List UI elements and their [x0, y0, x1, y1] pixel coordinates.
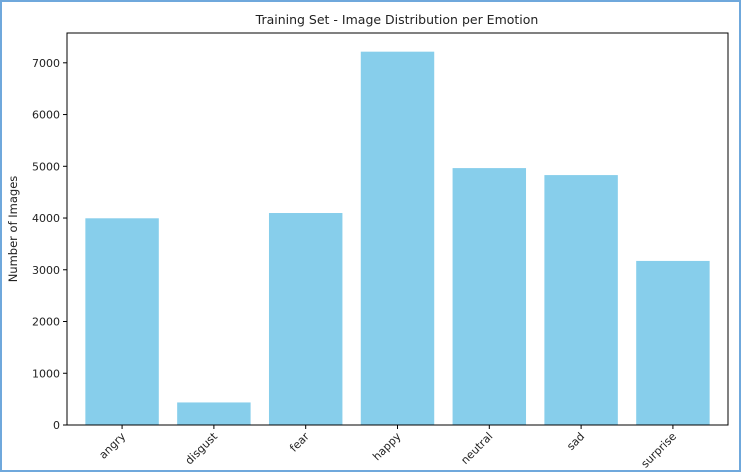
x-tick-label-surprise: surprise	[639, 430, 680, 471]
bar-angry	[85, 218, 159, 425]
x-tick-label-fear: fear	[287, 430, 312, 455]
y-tick-label: 7000	[32, 57, 60, 70]
x-tick-label-sad: sad	[564, 430, 587, 453]
bar-surprise	[636, 260, 710, 425]
y-axis-label: Number of Images	[6, 176, 20, 283]
x-tick-label-happy: happy	[370, 430, 404, 464]
bar-happy	[360, 51, 435, 425]
bar-disgust	[177, 402, 251, 425]
bar-neutral	[452, 168, 527, 426]
y-tick-label: 2000	[32, 316, 60, 329]
y-tick-label: 5000	[32, 160, 60, 173]
x-tick-label-disgust: disgust	[183, 429, 221, 467]
bar-fear	[268, 213, 343, 425]
y-tick-label: 4000	[32, 212, 60, 225]
x-tick-label-neutral: neutral	[458, 430, 495, 467]
y-tick-label: 0	[53, 419, 60, 432]
plot-area-border	[66, 32, 729, 426]
y-tick-label: 3000	[32, 264, 60, 277]
chart-title: Training Set - Image Distribution per Em…	[255, 12, 539, 27]
y-tick-label: 6000	[32, 109, 60, 122]
x-tick-label-angry: angry	[97, 430, 129, 462]
bar-sad	[544, 175, 618, 425]
y-tick-label: 1000	[32, 367, 60, 380]
